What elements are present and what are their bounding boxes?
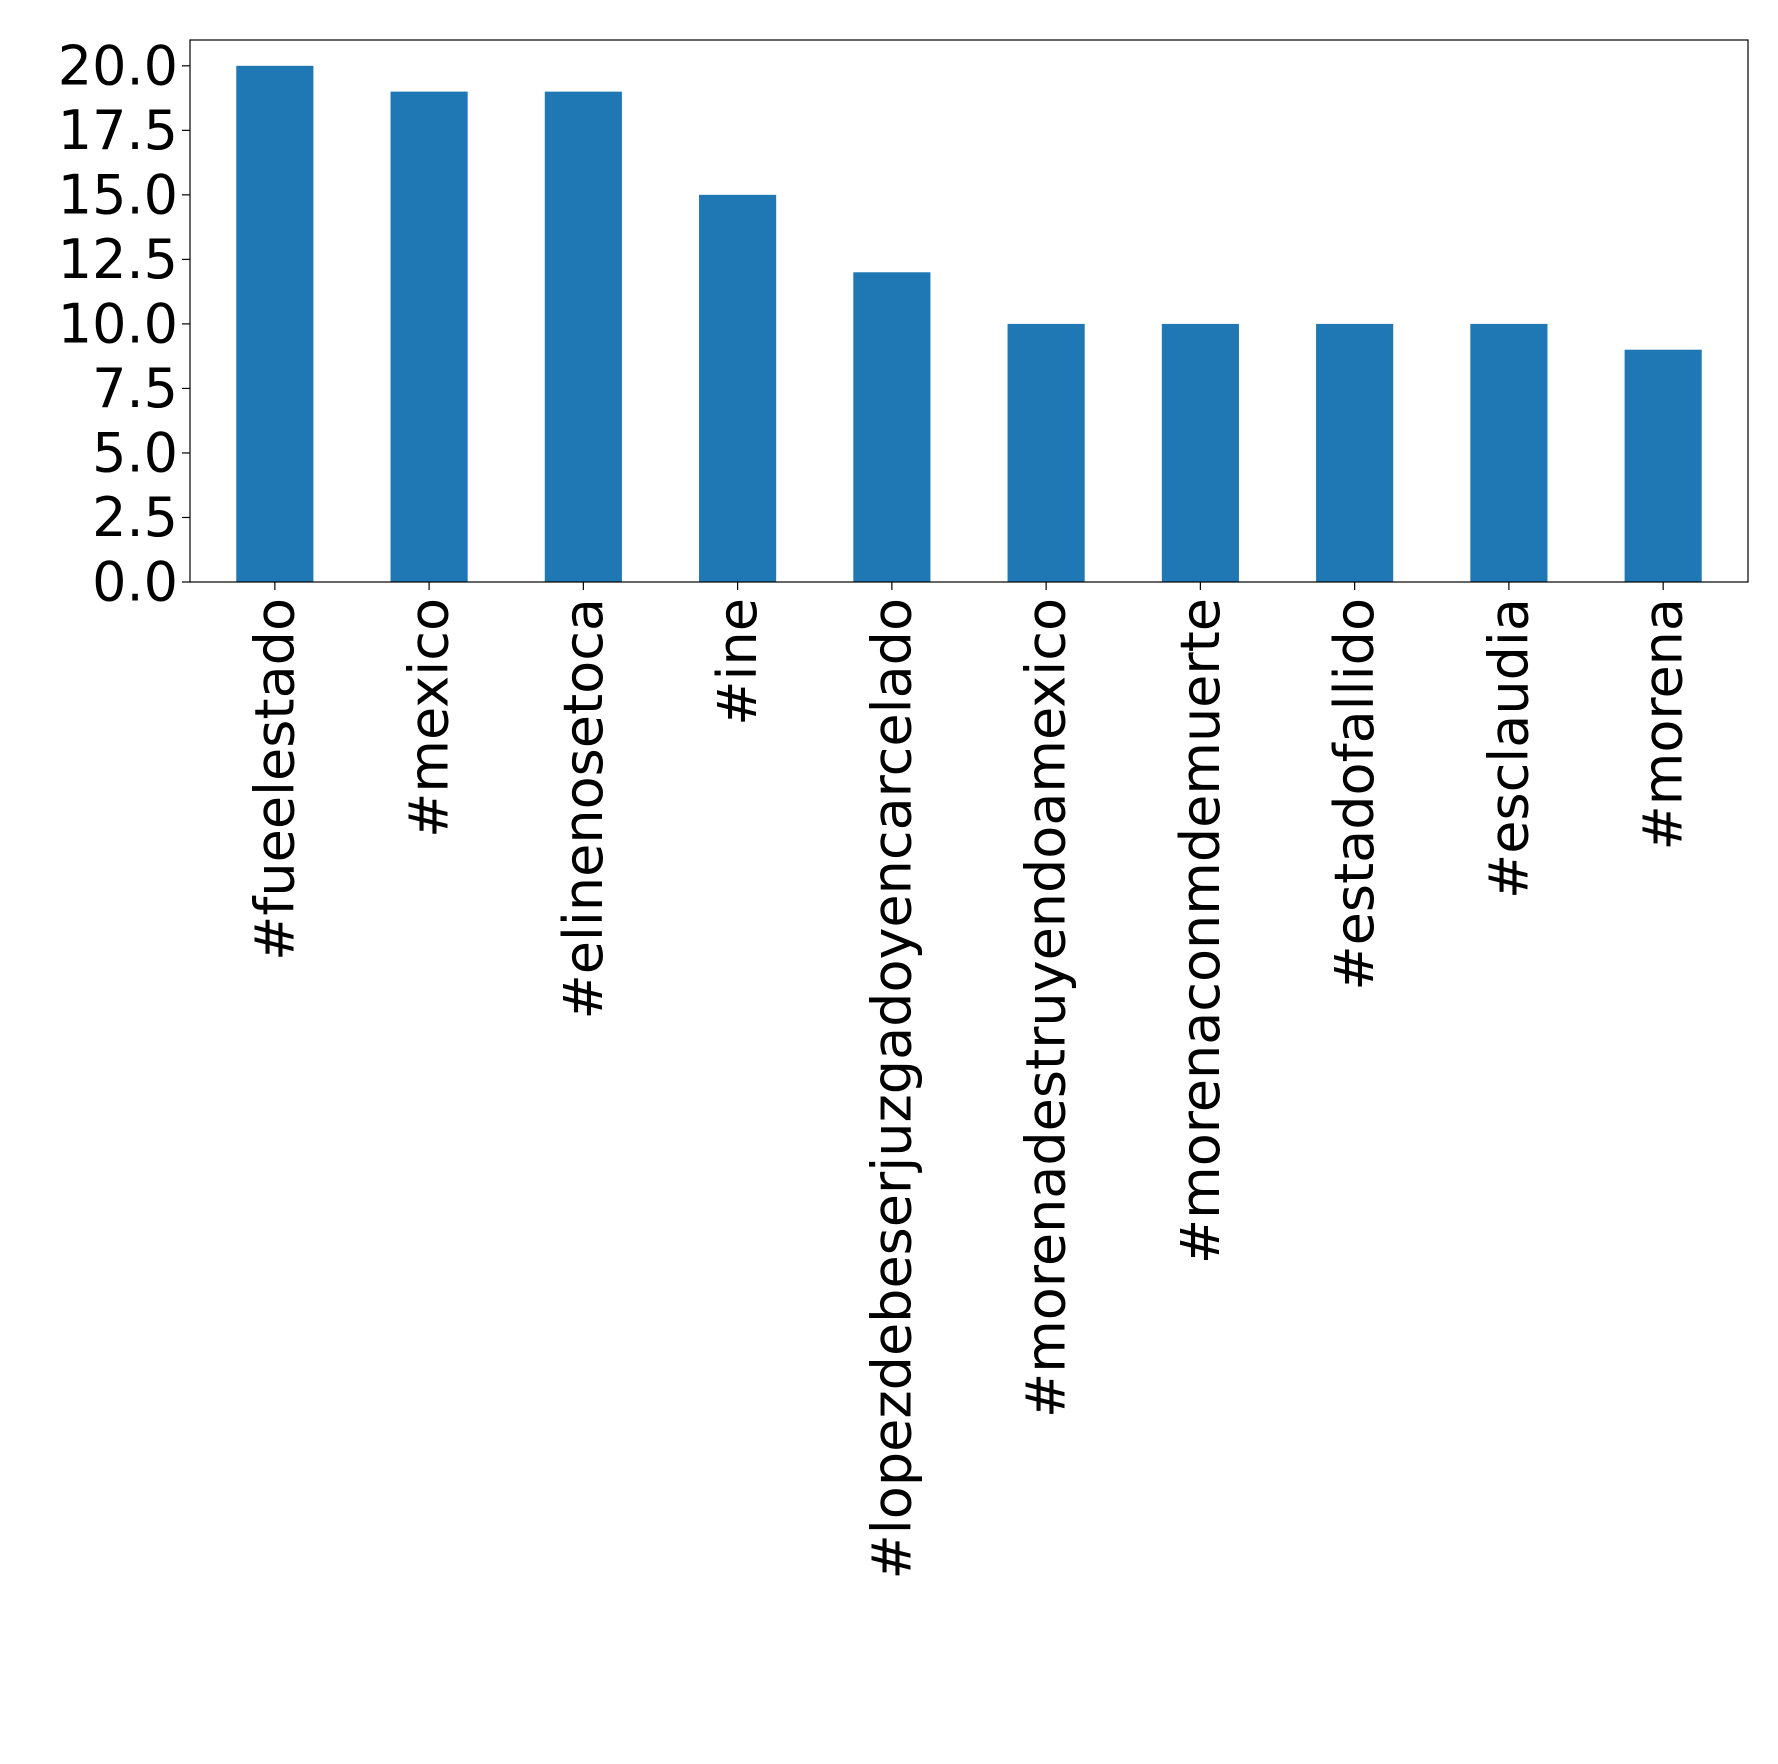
- y-tick-label: 5.0: [92, 421, 178, 484]
- y-tick-label: 17.5: [58, 99, 178, 162]
- x-tick-label: #morena: [1632, 598, 1695, 850]
- bar: [544, 91, 622, 582]
- x-tick-label: #morenadestruyendoamexico: [1015, 598, 1078, 1418]
- bar: [1624, 349, 1702, 582]
- x-tick-label: #fueelestado: [243, 598, 306, 961]
- bar: [236, 65, 314, 583]
- y-tick-label: 0.0: [92, 551, 178, 614]
- x-tick-label: #mexico: [398, 598, 461, 838]
- bar: [699, 194, 777, 582]
- y-tick-label: 10.0: [58, 292, 178, 355]
- y-tick-label: 15.0: [58, 163, 178, 226]
- bar: [1470, 323, 1548, 582]
- y-tick-label: 2.5: [92, 486, 178, 549]
- bar: [853, 272, 931, 582]
- x-tick-label: #elinenosetoca: [552, 598, 615, 1020]
- x-tick-label: #estadofallido: [1323, 598, 1386, 991]
- y-tick-label: 7.5: [92, 357, 178, 420]
- bar: [1161, 323, 1239, 582]
- plot-frame: [189, 39, 1749, 583]
- x-tick-label: #morenaconmdemuerte: [1169, 598, 1232, 1264]
- y-tick-label: 12.5: [58, 228, 178, 291]
- x-axis: #fueelestado #mexico #elinenosetoca #ine #lo…: [243, 582, 1695, 1579]
- x-tick-label: #ine: [706, 598, 769, 726]
- bar: [390, 91, 468, 582]
- x-tick-label: #lopezdebeserjuzgadoyencarcelado: [860, 598, 923, 1579]
- y-tick-label: 20.0: [58, 34, 178, 97]
- bar: [1316, 323, 1394, 582]
- x-tick-label: #esclaudia: [1477, 598, 1540, 899]
- bars-layer: [236, 65, 1702, 583]
- y-axis: 0.02.55.07.510.012.515.017.520.0: [58, 34, 190, 614]
- bar: [1007, 323, 1085, 582]
